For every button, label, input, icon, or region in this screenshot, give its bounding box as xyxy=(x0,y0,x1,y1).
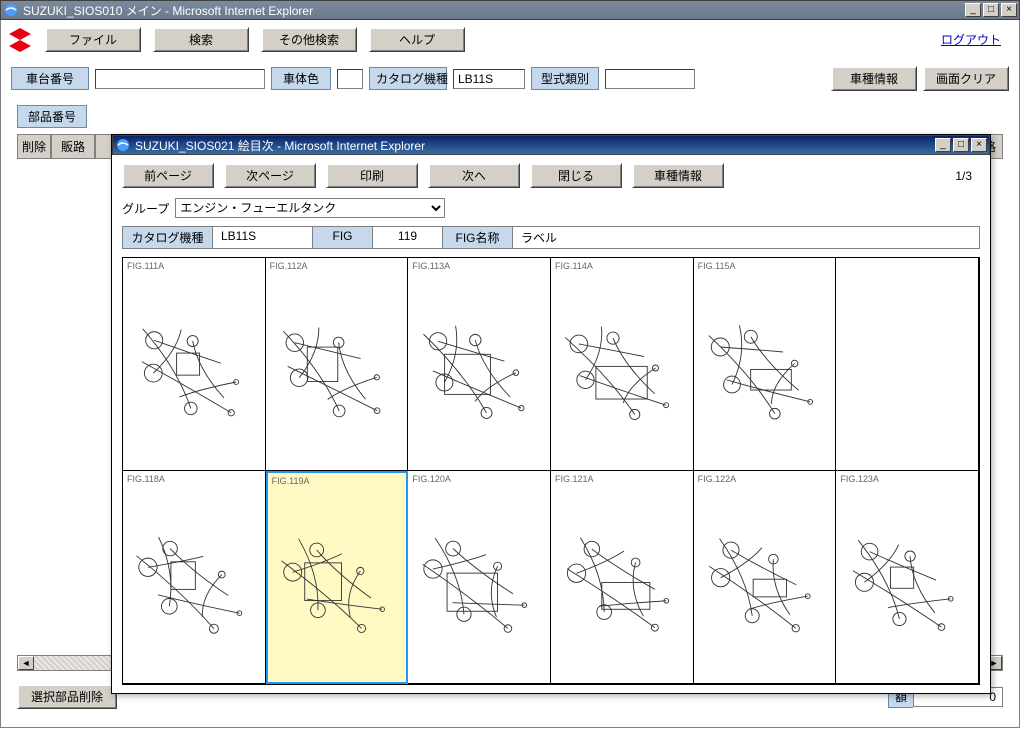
col-delete: 削除 xyxy=(17,134,51,159)
thumbnail[interactable]: FIG.111A xyxy=(123,258,266,471)
thumbnail[interactable]: FIG.123A xyxy=(836,471,979,684)
thumbnail[interactable]: FIG.112A xyxy=(266,258,409,471)
thumbnail-fig-label: FIG.122A xyxy=(696,473,834,485)
chassis-label: 車台番号 xyxy=(11,67,89,90)
popup-titlebar: SUZUKI_SIOS021 絵目次 - Microsoft Internet … xyxy=(112,135,990,155)
thumbnail-drawing xyxy=(268,272,406,468)
thumbnail-drawing xyxy=(553,485,691,681)
group-row: グループ エンジン・フューエルタンク xyxy=(122,198,980,218)
thumbnail-drawing xyxy=(410,272,548,468)
thumbnail-drawing xyxy=(125,272,263,468)
scroll-left-icon[interactable]: ◄ xyxy=(18,656,34,670)
catalog-model-label: カタログ機種 xyxy=(369,67,447,90)
popup-toolbar: 前ページ 次ページ 印刷 次へ 閉じる 車種情報 1/3 xyxy=(122,163,980,188)
info-fig-name-value: ラベル xyxy=(513,227,979,248)
thumbnail[interactable]: FIG.122A xyxy=(694,471,837,684)
thumbnail-grid: FIG.111A FIG.112A FIG.113A FIG.114A FIG.115A… xyxy=(122,257,980,685)
thumbnail-fig-label: FIG.113A xyxy=(410,260,548,272)
help-button[interactable]: ヘルプ xyxy=(369,27,465,52)
logout-link[interactable]: ログアウト xyxy=(941,31,1009,48)
part-number-tab[interactable]: 部品番号 xyxy=(17,105,87,128)
thumbnail-fig-label: FIG.115A xyxy=(696,260,834,272)
other-search-button[interactable]: その他検索 xyxy=(261,27,357,52)
thumbnail-fig-label: FIG.120A xyxy=(410,473,548,485)
body-color-label: 車体色 xyxy=(271,67,331,90)
main-body: ファイル 検索 その他検索 ヘルプ ログアウト 車台番号 車体色 カタログ機種 … xyxy=(0,20,1020,728)
thumbnail[interactable]: FIG.113A xyxy=(408,258,551,471)
print-button[interactable]: 印刷 xyxy=(326,163,418,188)
minimize-button[interactable]: _ xyxy=(965,3,981,17)
thumbnail-drawing xyxy=(553,272,691,468)
close-popup-button[interactable]: 閉じる xyxy=(530,163,622,188)
popup-close-button[interactable]: × xyxy=(971,138,987,152)
type-class-label: 型式類別 xyxy=(531,67,599,90)
popup-vehicle-info-button[interactable]: 車種情報 xyxy=(632,163,724,188)
thumbnail-drawing xyxy=(838,262,976,468)
main-titlebar: SUZUKI_SIOS010 メイン - Microsoft Internet … xyxy=(0,0,1020,20)
ie-icon xyxy=(3,2,19,18)
catalog-model-value[interactable]: LB11S xyxy=(453,69,525,89)
info-catalog-model-value: LB11S xyxy=(213,227,313,248)
popup-body: 前ページ 次ページ 印刷 次へ 閉じる 車種情報 1/3 グループ エンジン・フ… xyxy=(112,155,990,693)
vehicle-info-button[interactable]: 車種情報 xyxy=(831,66,917,91)
info-fig-label: FIG xyxy=(313,227,373,248)
fields-row: 車台番号 車体色 カタログ機種 LB11S 型式類別 車種情報 画面クリア xyxy=(1,62,1019,95)
thumbnail-drawing xyxy=(696,272,834,468)
clear-button[interactable]: 画面クリア xyxy=(923,66,1009,91)
close-button[interactable]: × xyxy=(1001,3,1017,17)
next-page-button[interactable]: 次ページ xyxy=(224,163,316,188)
main-toolbar: ファイル 検索 その他検索 ヘルプ ログアウト xyxy=(1,20,1019,56)
thumbnail[interactable] xyxy=(836,258,979,471)
thumbnail[interactable]: FIG.118A xyxy=(123,471,266,684)
ie-icon xyxy=(115,137,131,153)
type-class-value[interactable] xyxy=(605,69,695,89)
info-catalog-model-label: カタログ機種 xyxy=(123,227,213,248)
thumbnail-drawing xyxy=(696,485,834,681)
thumbnail-drawing xyxy=(125,485,263,681)
suzuki-logo-icon xyxy=(7,26,33,52)
pager-text: 1/3 xyxy=(947,169,980,183)
thumbnail[interactable]: FIG.114A xyxy=(551,258,694,471)
thumbnail[interactable]: FIG.121A xyxy=(551,471,694,684)
thumbnail-fig-label: FIG.111A xyxy=(125,260,263,272)
body-color-value[interactable] xyxy=(337,69,363,89)
thumbnail-fig-label: FIG.123A xyxy=(838,473,976,485)
delete-selected-button[interactable]: 選択部品削除 xyxy=(17,684,117,709)
thumbnail-drawing xyxy=(410,485,548,681)
group-label: グループ xyxy=(122,200,169,217)
prev-page-button[interactable]: 前ページ xyxy=(122,163,214,188)
file-button[interactable]: ファイル xyxy=(45,27,141,52)
thumbnail[interactable]: FIG.115A xyxy=(694,258,837,471)
thumbnail[interactable]: FIG.119A xyxy=(266,471,409,684)
thumbnail-fig-label: FIG.118A xyxy=(125,473,263,485)
next-button[interactable]: 次へ xyxy=(428,163,520,188)
popup-title: SUZUKI_SIOS021 絵目次 - Microsoft Internet … xyxy=(135,137,935,154)
thumbnail-drawing xyxy=(838,485,976,681)
chassis-value[interactable] xyxy=(95,69,265,89)
popup-minimize-button[interactable]: _ xyxy=(935,138,951,152)
thumbnail-fig-label: FIG.121A xyxy=(553,473,691,485)
maximize-button[interactable]: □ xyxy=(983,3,999,17)
info-row: カタログ機種 LB11S FIG 119 FIG名称 ラベル xyxy=(122,226,980,249)
info-fig-value: 119 xyxy=(373,227,443,248)
thumbnail-fig-label: FIG.112A xyxy=(268,260,406,272)
main-window-title: SUZUKI_SIOS010 メイン - Microsoft Internet … xyxy=(23,2,965,19)
col-sales: 販路 xyxy=(51,134,95,159)
info-fig-name-label: FIG名称 xyxy=(443,227,513,248)
thumbnail[interactable]: FIG.120A xyxy=(408,471,551,684)
popup-window: SUZUKI_SIOS021 絵目次 - Microsoft Internet … xyxy=(111,134,991,694)
group-select[interactable]: エンジン・フューエルタンク xyxy=(175,198,445,218)
thumbnail-fig-label: FIG.119A xyxy=(270,475,405,487)
search-button[interactable]: 検索 xyxy=(153,27,249,52)
thumbnail-drawing xyxy=(270,487,405,680)
thumbnail-fig-label: FIG.114A xyxy=(553,260,691,272)
popup-maximize-button[interactable]: □ xyxy=(953,138,969,152)
